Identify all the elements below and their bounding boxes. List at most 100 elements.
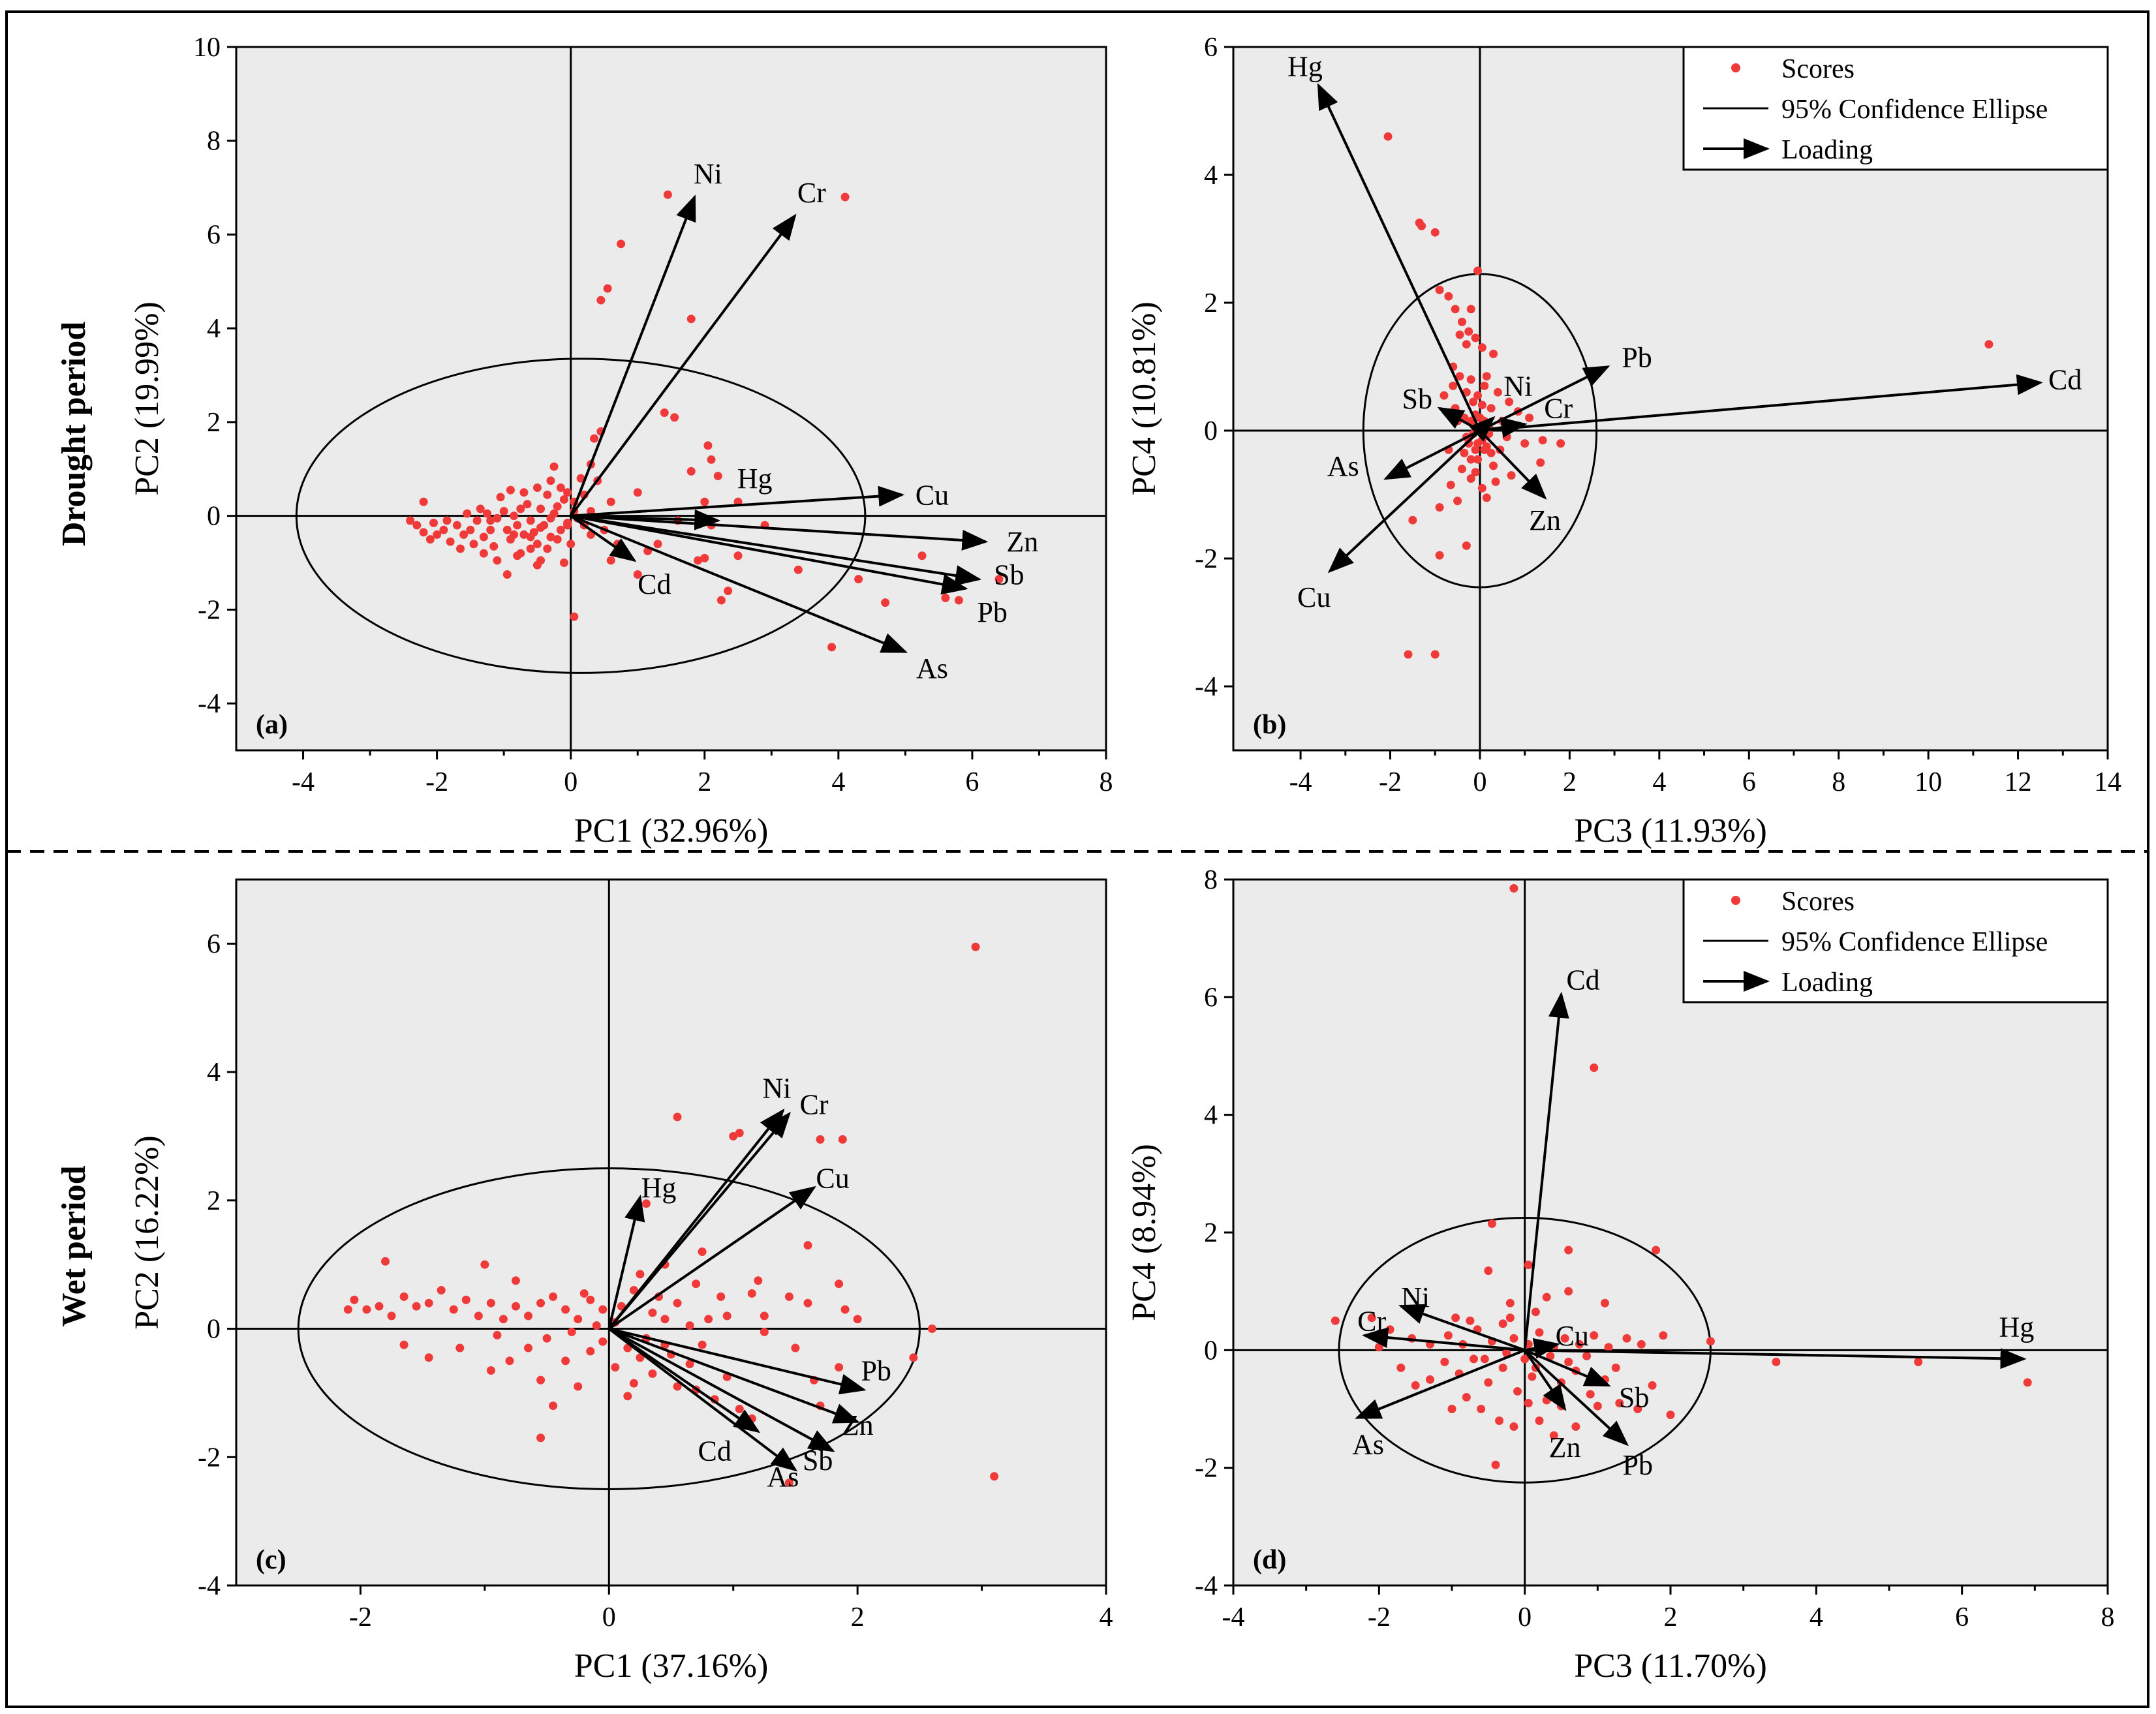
score-point xyxy=(1417,221,1426,230)
score-point xyxy=(1447,1405,1456,1413)
score-point xyxy=(1430,228,1440,237)
score-point xyxy=(576,474,585,483)
score-point xyxy=(629,1286,638,1295)
y-tick-label: 8 xyxy=(207,127,221,157)
score-point xyxy=(1493,388,1502,397)
score-point xyxy=(513,521,522,530)
score-point xyxy=(760,1311,769,1321)
score-point xyxy=(1471,333,1480,343)
loading-arrow-hg xyxy=(1524,1348,2027,1370)
score-point xyxy=(733,551,743,560)
score-point xyxy=(1440,1357,1449,1366)
confidence-ellipse xyxy=(297,1167,921,1490)
score-point xyxy=(1535,1328,1544,1337)
score-point xyxy=(1462,541,1471,550)
x-axis-label: PC1 (37.16%) xyxy=(574,1647,769,1685)
score-point xyxy=(1535,1416,1544,1426)
score-point xyxy=(606,556,615,565)
score-point xyxy=(439,525,448,534)
legend-item-label: 95% Confidence Ellipse xyxy=(1781,95,2048,125)
score-point xyxy=(617,239,626,249)
score-point xyxy=(1491,477,1500,486)
score-point xyxy=(479,549,488,558)
y-tick-label: -2 xyxy=(198,1443,221,1473)
x-tick-label: 4 xyxy=(1810,1602,1823,1632)
score-point xyxy=(716,1292,726,1301)
loading-label-zn: Zn xyxy=(1549,1431,1581,1463)
score-point xyxy=(586,1295,595,1304)
score-point xyxy=(510,512,519,521)
score-point xyxy=(574,1382,583,1391)
score-point xyxy=(546,532,555,542)
score-point xyxy=(1513,1386,1522,1396)
x-axis-label: PC3 (11.70%) xyxy=(1574,1647,1767,1685)
loading-arrow-ni xyxy=(569,194,696,517)
score-point xyxy=(567,1327,576,1336)
x-tick-label: 10 xyxy=(1915,767,1942,797)
x-tick-label: -2 xyxy=(1368,1602,1391,1632)
score-point xyxy=(698,1340,707,1349)
score-point xyxy=(437,1286,446,1295)
score-point xyxy=(1571,1422,1580,1431)
score-point xyxy=(406,516,415,525)
y-tick-label: -2 xyxy=(1195,544,1218,574)
score-point xyxy=(927,1324,936,1334)
score-point xyxy=(1502,433,1511,442)
loading-arrow-cr xyxy=(1362,1327,1525,1352)
score-point xyxy=(1484,1378,1493,1387)
score-point xyxy=(603,284,612,293)
loading-label-cd: Cd xyxy=(698,1435,731,1467)
score-point xyxy=(840,192,850,202)
score-point xyxy=(412,521,422,530)
score-point xyxy=(510,530,519,539)
score-point xyxy=(1449,381,1458,390)
score-point xyxy=(511,1302,520,1311)
score-point xyxy=(1666,1411,1675,1420)
loading-label-cd: Cd xyxy=(638,568,671,600)
score-point xyxy=(523,500,532,509)
score-point xyxy=(598,1337,608,1346)
loading-arrow-pb xyxy=(1524,1349,1629,1446)
x-tick-label: 6 xyxy=(1955,1602,1969,1632)
y-tick-label: 6 xyxy=(1204,983,1218,1013)
score-point xyxy=(747,1289,756,1298)
loading-label-zn: Zn xyxy=(842,1409,874,1441)
score-point xyxy=(536,1433,546,1443)
score-point xyxy=(722,1311,732,1321)
score-point xyxy=(1489,461,1498,470)
score-point xyxy=(1408,515,1417,525)
score-point xyxy=(881,598,890,607)
loading-label-cr: Cr xyxy=(797,177,826,209)
score-point xyxy=(362,1305,371,1314)
score-point xyxy=(1484,1266,1493,1276)
score-point xyxy=(483,509,492,518)
score-point xyxy=(1466,375,1475,384)
score-point xyxy=(611,1363,620,1372)
score-point xyxy=(735,1405,744,1413)
score-point xyxy=(1593,1401,1602,1411)
score-point xyxy=(543,490,552,499)
score-point xyxy=(685,1321,694,1330)
score-point xyxy=(1471,468,1480,477)
score-point xyxy=(563,518,572,527)
score-point xyxy=(623,1392,632,1401)
score-point xyxy=(909,1353,918,1362)
score-point xyxy=(633,570,642,579)
panel-label: (b) xyxy=(1253,710,1286,740)
score-point xyxy=(524,1311,533,1321)
score-point xyxy=(1495,1416,1504,1426)
score-point xyxy=(1383,132,1393,141)
score-point xyxy=(1914,1357,1923,1366)
x-tick-label: 8 xyxy=(1100,767,1113,797)
score-point xyxy=(1622,1334,1631,1343)
loading-label-hg: Hg xyxy=(737,463,773,495)
legend-scores-marker xyxy=(1731,63,1740,72)
score-point xyxy=(1525,413,1534,422)
score-point xyxy=(486,1298,495,1308)
score-point xyxy=(1462,340,1471,349)
score-point xyxy=(566,540,576,549)
score-point xyxy=(556,525,565,534)
score-point xyxy=(663,190,672,199)
score-point xyxy=(1473,266,1483,275)
score-point xyxy=(1435,285,1444,294)
